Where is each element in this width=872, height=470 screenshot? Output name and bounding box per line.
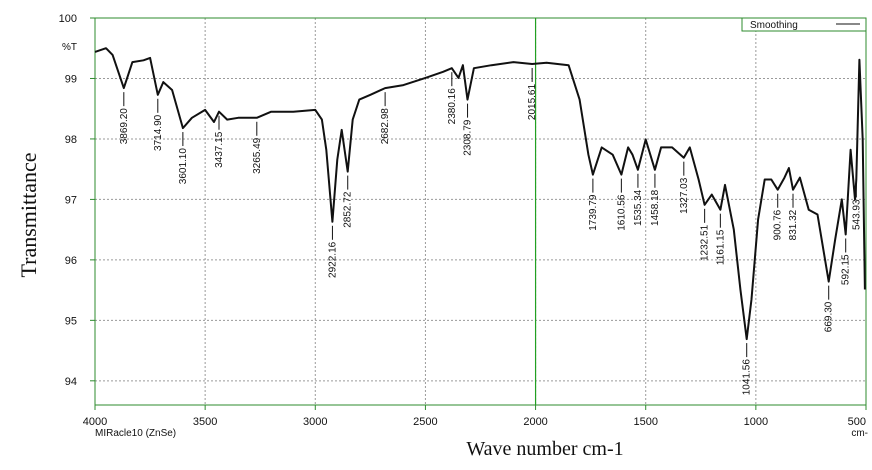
y-tick-label: 94 — [65, 376, 77, 388]
y-tick-label: 95 — [65, 315, 77, 327]
y-tick-label: 97 — [65, 194, 77, 206]
peak-label: 2015.61 — [527, 84, 538, 121]
peak-label: 543.93 — [851, 199, 862, 230]
peak-label: 2852.72 — [343, 191, 354, 228]
peak-label: 900.76 — [773, 209, 784, 240]
peak-label: 2380.16 — [447, 88, 458, 125]
x-tick-label: 3000 — [303, 416, 327, 428]
x-tick-label: 2000 — [523, 416, 547, 428]
peak-label: 1458.18 — [650, 189, 661, 226]
peak-label: 1739.79 — [588, 194, 599, 231]
x-tick-label: 4000 — [83, 416, 107, 428]
x-tick-label: 3500 — [193, 416, 217, 428]
peak-label: 3265.49 — [252, 137, 263, 174]
peak-label: 3714.90 — [153, 114, 164, 151]
peak-label: 3601.10 — [178, 148, 189, 185]
x-tick-label: 1000 — [744, 416, 768, 428]
legend-box — [741, 17, 867, 32]
y-top-label: %T — [62, 42, 77, 53]
x-tick-label: 500 — [848, 416, 866, 428]
peak-label: 1327.03 — [679, 177, 690, 214]
x-tick-label: 2500 — [413, 416, 437, 428]
peak-label: 2682.98 — [380, 108, 391, 145]
peak-label: 1535.34 — [633, 189, 644, 226]
peak-label: 669.30 — [824, 301, 835, 332]
x-axis-label: Wave number cm-1 — [466, 438, 623, 460]
peak-label: 3437.15 — [214, 131, 225, 168]
peak-label: 1610.56 — [616, 194, 627, 231]
peak-label: 1161.15 — [715, 229, 726, 265]
legend-label: Smoothing — [750, 20, 798, 31]
peak-label: 3869.20 — [119, 108, 130, 145]
y-tick-label: 96 — [65, 255, 77, 267]
peak-label: 1232.51 — [700, 224, 711, 261]
peak-label: 2308.79 — [463, 119, 474, 156]
peak-label: 1041.56 — [742, 359, 753, 396]
x-note-right: cm- — [851, 428, 868, 439]
y-tick-label: 99 — [65, 73, 77, 85]
peak-label: 2922.16 — [327, 241, 338, 278]
y-tick-label: 98 — [65, 134, 77, 146]
peak-label: 592.15 — [841, 254, 852, 285]
spectrum-line — [94, 47, 866, 341]
y-tick-label: 100 — [59, 13, 77, 25]
y-axis-label: Transmittance — [16, 152, 41, 277]
peak-label: 831.32 — [788, 209, 799, 240]
x-tick-label: 1500 — [633, 416, 657, 428]
x-note-left: MIRacle10 (ZnSe) — [95, 428, 176, 439]
